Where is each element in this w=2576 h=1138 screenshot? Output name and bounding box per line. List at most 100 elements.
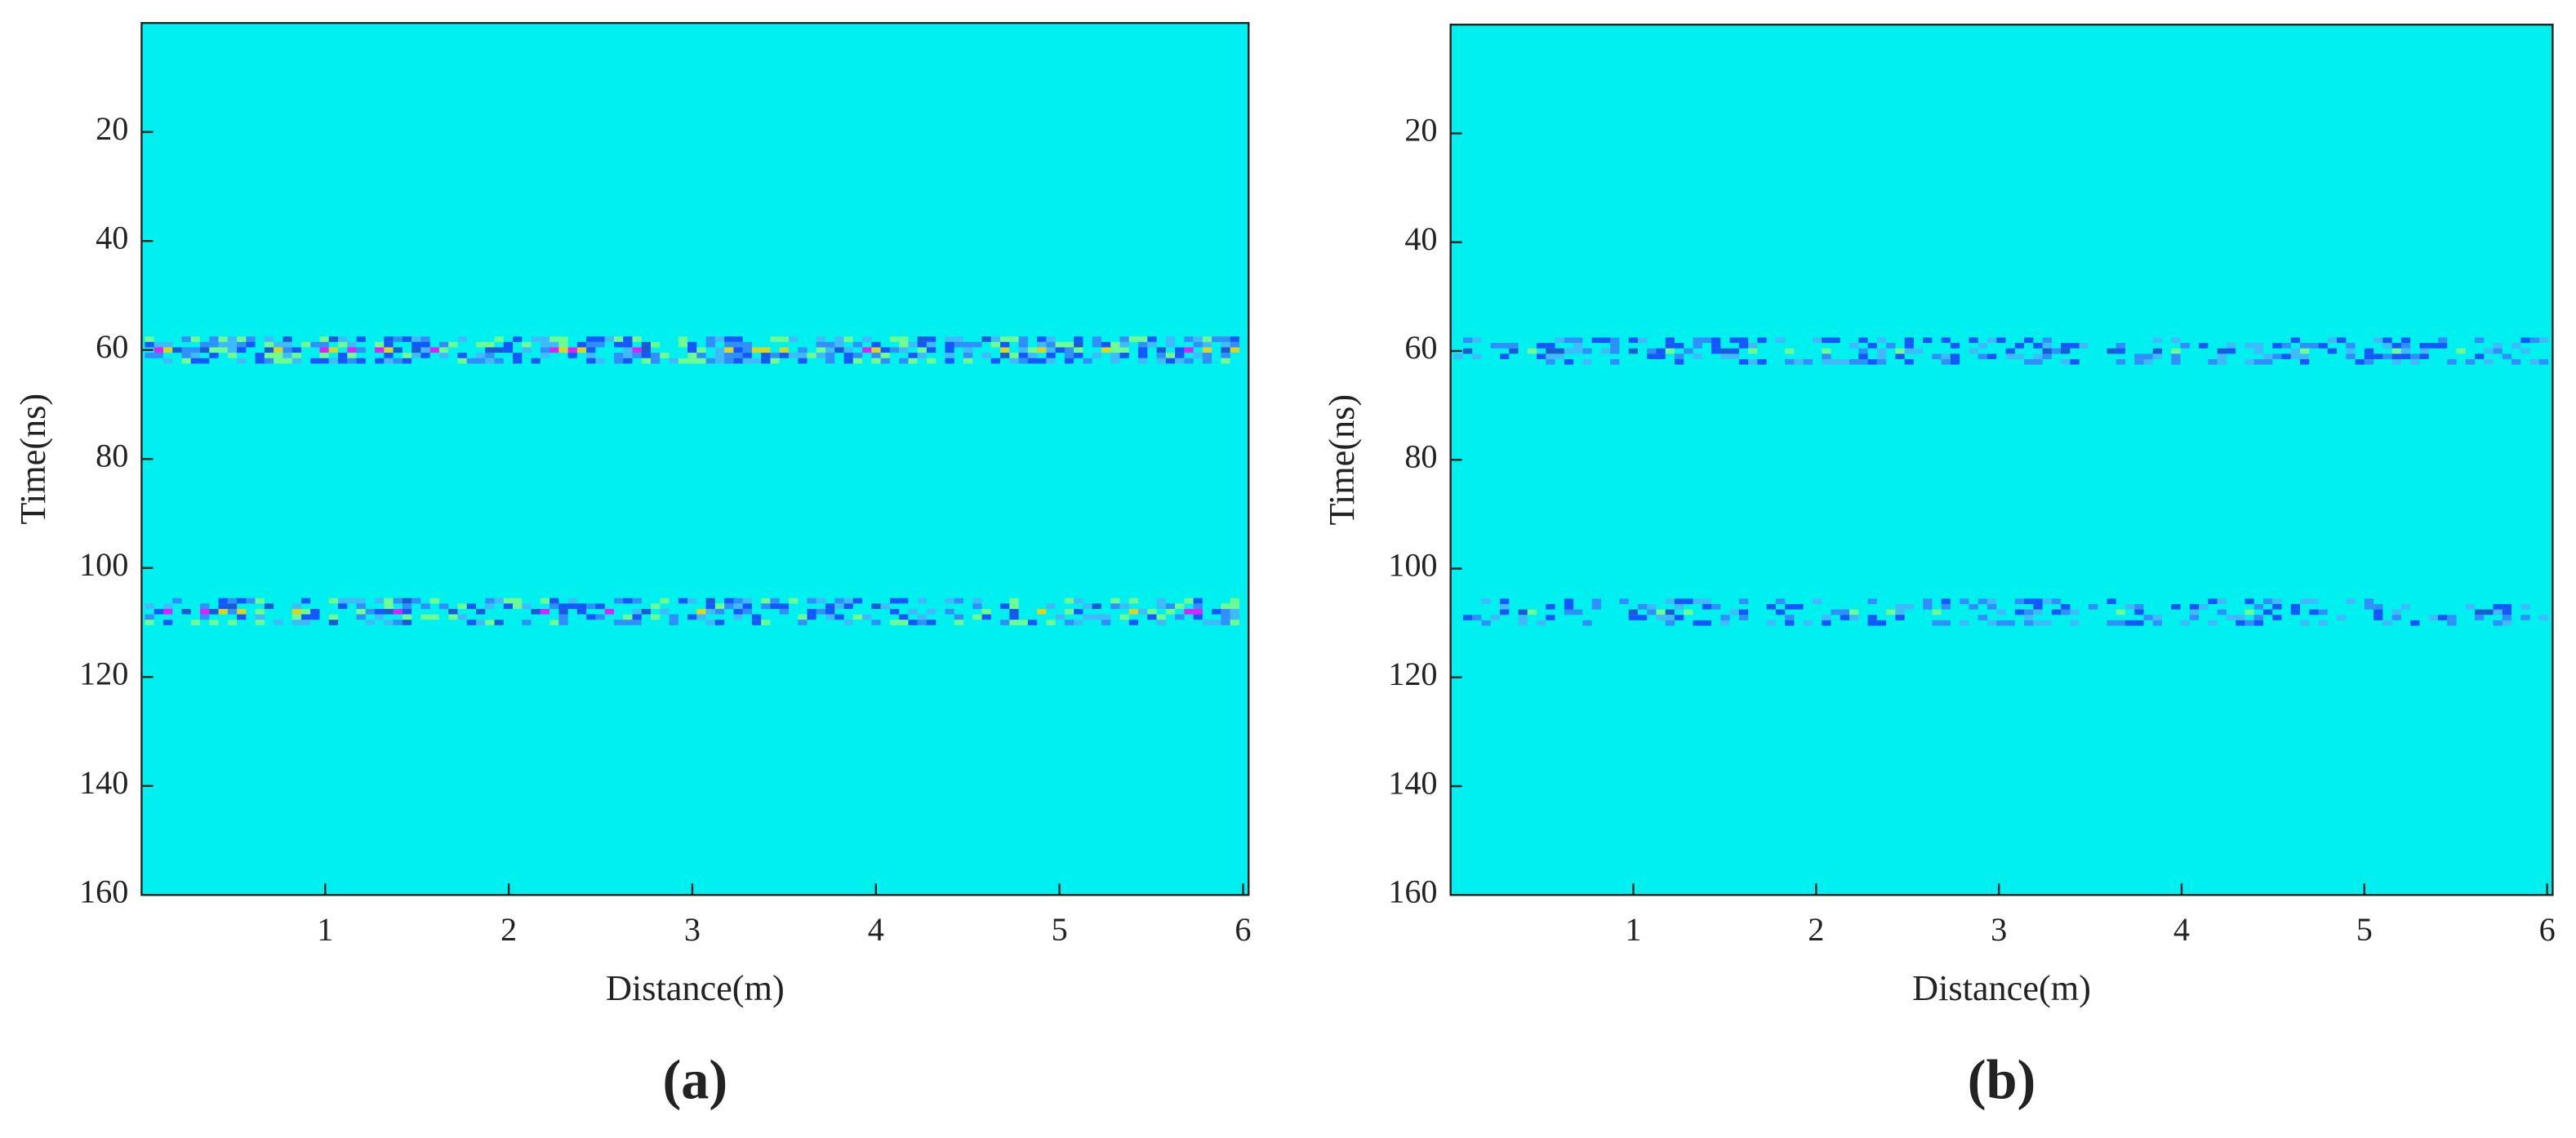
texture-cell xyxy=(1564,609,1574,616)
texture-cell xyxy=(1138,341,1148,348)
texture-cell xyxy=(1978,598,1988,604)
texture-cell xyxy=(2042,337,2052,344)
texture-cell xyxy=(733,358,743,364)
texture-cell xyxy=(761,620,771,625)
texture-cell xyxy=(172,598,182,604)
texture-cell xyxy=(595,614,605,620)
texture-cell xyxy=(963,353,973,358)
texture-cell xyxy=(2410,353,2420,360)
y-tick-label: 40 xyxy=(1404,220,1437,257)
texture-cell xyxy=(1950,359,1960,365)
texture-cell xyxy=(2465,359,2476,365)
texture-cell xyxy=(1840,609,1850,616)
texture-cell xyxy=(972,598,982,604)
texture-cell xyxy=(522,603,532,609)
texture-cell xyxy=(328,620,339,625)
texture-cell xyxy=(1923,337,1933,344)
texture-cell xyxy=(2171,348,2181,354)
texture-cell xyxy=(862,347,872,353)
texture-cell xyxy=(2447,615,2457,620)
texture-cell xyxy=(485,353,495,358)
texture-cell xyxy=(1766,603,1776,610)
texture-cell xyxy=(1230,347,1239,353)
texture-cell xyxy=(1812,598,1822,604)
texture-cell xyxy=(1018,620,1028,625)
texture-cell xyxy=(2217,348,2227,354)
texture-cell xyxy=(1037,336,1047,342)
texture-cell xyxy=(485,603,495,609)
texture-cell xyxy=(1175,358,1185,364)
texture-cell xyxy=(1184,336,1194,342)
texture-cell xyxy=(264,336,274,342)
texture-cell xyxy=(264,358,274,364)
texture-cell xyxy=(283,353,292,358)
texture-cell xyxy=(705,341,715,348)
texture-cell xyxy=(1849,359,1859,365)
texture-cell xyxy=(558,614,568,620)
texture-cell xyxy=(475,341,486,348)
texture-cell xyxy=(1018,336,1028,342)
texture-cell xyxy=(209,341,219,348)
texture-cell xyxy=(200,358,210,364)
texture-cell xyxy=(871,341,881,348)
texture-cell xyxy=(1647,609,1657,616)
texture-cell xyxy=(375,598,385,604)
texture-cell xyxy=(1555,353,1564,360)
texture-cell xyxy=(1656,609,1666,616)
texture-cell xyxy=(2245,343,2254,349)
texture-cell xyxy=(954,341,964,348)
texture-cell xyxy=(2107,348,2116,354)
texture-cell xyxy=(1083,614,1092,620)
texture-cell xyxy=(724,358,734,364)
texture-cell xyxy=(834,347,844,353)
texture-cell xyxy=(420,603,430,609)
texture-cell xyxy=(2253,620,2263,626)
texture-cell xyxy=(2272,603,2282,610)
texture-cell xyxy=(1693,343,1702,349)
texture-cell xyxy=(448,614,458,620)
texture-cell xyxy=(1037,358,1047,364)
texture-cell xyxy=(2070,620,2080,626)
texture-cell xyxy=(2502,609,2512,616)
texture-cell xyxy=(2152,337,2163,344)
texture-cell xyxy=(889,347,900,353)
y-tick-label: 120 xyxy=(79,655,128,691)
texture-cell xyxy=(1221,608,1230,615)
texture-cell xyxy=(2300,620,2310,626)
texture-cell xyxy=(586,353,596,358)
texture-cell xyxy=(1886,343,1896,349)
texture-cell xyxy=(945,341,954,348)
texture-cell xyxy=(356,347,366,353)
texture-cell xyxy=(2061,343,2071,349)
texture-cell xyxy=(1775,609,1786,616)
texture-cell xyxy=(1564,598,1574,604)
texture-cell xyxy=(1546,343,1555,349)
texture-cell xyxy=(2088,603,2098,610)
texture-cell xyxy=(1803,620,1813,626)
texture-cell xyxy=(485,341,495,348)
texture-cell xyxy=(255,353,265,358)
texture-cell xyxy=(613,358,624,364)
texture-cell xyxy=(540,347,550,353)
texture-cell xyxy=(1462,348,1473,354)
texture-cell xyxy=(1840,615,1850,620)
texture-cell xyxy=(393,336,403,342)
texture-cell xyxy=(2014,343,2025,349)
texture-cell xyxy=(1221,358,1230,364)
texture-cell xyxy=(751,347,762,353)
texture-cell xyxy=(448,608,458,615)
texture-cell xyxy=(338,336,348,342)
texture-cell xyxy=(1738,359,1749,365)
texture-cell xyxy=(1822,620,1831,626)
texture-cell xyxy=(880,353,890,358)
texture-cell xyxy=(2538,615,2549,620)
texture-cell xyxy=(1628,348,1638,354)
texture-cell xyxy=(540,353,550,358)
texture-cell xyxy=(1665,620,1675,626)
texture-cell xyxy=(485,347,495,353)
texture-cell xyxy=(595,336,605,342)
texture-cell xyxy=(1573,609,1583,616)
texture-cell xyxy=(1230,598,1239,604)
texture-cell xyxy=(310,341,320,348)
texture-cell xyxy=(632,614,642,620)
